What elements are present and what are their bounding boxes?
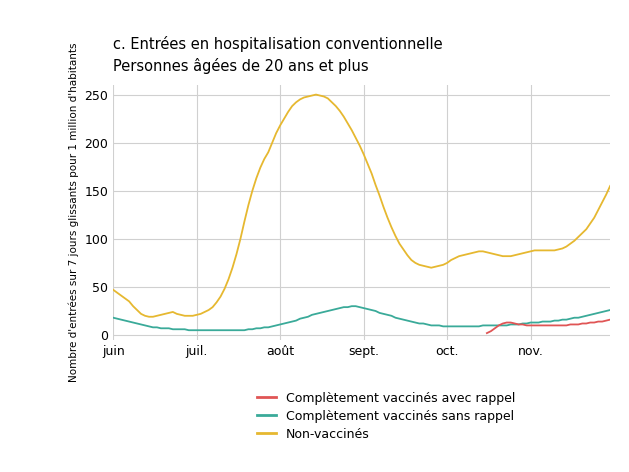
Legend: Complètement vaccinés avec rappel, Complètement vaccinés sans rappel, Non-vaccin: Complètement vaccinés avec rappel, Compl… — [257, 392, 516, 441]
Text: c. Entrées en hospitalisation conventionnelle
Personnes âgées de 20 ans et plus: c. Entrées en hospitalisation convention… — [113, 35, 443, 74]
Y-axis label: Nombre d'entrées sur 7 jours glissants pour 1 million d'habitants: Nombre d'entrées sur 7 jours glissants p… — [69, 42, 79, 382]
